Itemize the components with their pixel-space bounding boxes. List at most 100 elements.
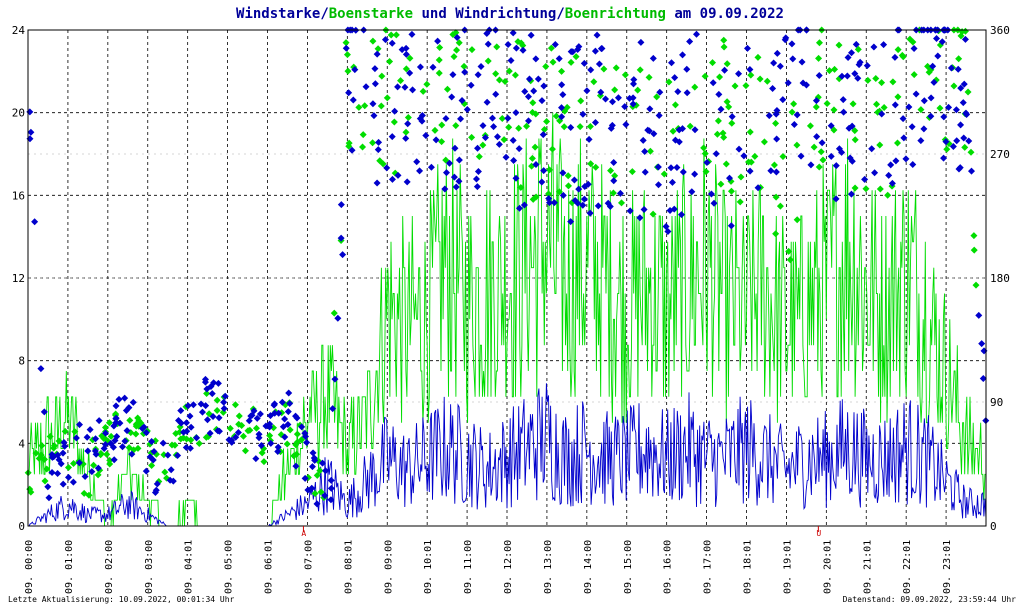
gust-direction-point (564, 172, 572, 180)
x-tick-label: 09. 19:01 (782, 540, 793, 594)
x-tick-label: 09. 07:00 (303, 540, 314, 594)
wind-direction-point (848, 122, 856, 130)
wind-direction-point (900, 134, 908, 142)
wind-direction-point (784, 79, 792, 87)
gust-direction-point (359, 131, 367, 139)
wind-direction-point (285, 389, 293, 397)
wind-direction-point (595, 60, 603, 68)
gust-direction-point (492, 70, 500, 78)
gust-direction-point (41, 455, 49, 463)
wind-direction-point (221, 392, 229, 400)
gust-direction-point (231, 401, 239, 409)
wind-direction-point (715, 90, 723, 98)
wind-direction-point (250, 407, 258, 415)
wind-direction-point (640, 206, 648, 214)
wind-direction-point (391, 107, 399, 115)
gust-direction-point (546, 166, 554, 174)
wind-direction-point (512, 44, 520, 52)
wind-direction-point (164, 451, 172, 459)
gust-direction-point (392, 31, 400, 39)
gust-direction-point (964, 88, 972, 96)
gust-direction-point (32, 449, 40, 457)
wind-direction-point (107, 440, 115, 448)
gust-direction-point (788, 108, 796, 116)
wind-direction-point (650, 130, 658, 138)
gust-direction-point (747, 71, 755, 79)
wind-direction-point (225, 436, 233, 444)
gust-direction-point (817, 148, 825, 156)
wind-direction-point (101, 440, 109, 448)
wind-direction-point (746, 65, 754, 73)
gust-direction-point (505, 67, 513, 75)
wind-direction-point (182, 419, 190, 427)
wind-direction-point (540, 82, 548, 90)
gust-direction-point (880, 104, 888, 112)
wind-direction-point (492, 90, 500, 98)
gust-direction-point (713, 130, 721, 138)
gust-direction-point (772, 230, 780, 238)
wind-direction-point (322, 467, 330, 475)
wind-direction-point (827, 152, 835, 160)
wind-direction-point (308, 484, 316, 492)
wind-direction-point (31, 218, 39, 226)
wind-direction-point (844, 53, 852, 61)
wind-direction-point (484, 40, 492, 48)
gust-direction-point (397, 77, 405, 85)
wind-direction-point (965, 137, 973, 145)
gust-direction-point (909, 38, 917, 46)
gust-direction-point (495, 76, 503, 84)
wind-direction-point (580, 59, 588, 67)
gust-direction-point (924, 62, 932, 70)
gust-direction-point (511, 71, 519, 79)
wind-direction-point (329, 405, 337, 413)
wind-direction-point (121, 437, 129, 445)
gust-direction-point (41, 477, 49, 485)
gust-direction-point (547, 44, 555, 52)
wind-direction-point (670, 205, 678, 213)
gust-direction-point (531, 143, 539, 151)
gust-direction-point (376, 157, 384, 165)
wind-direction-point (727, 222, 735, 230)
gust-direction-point (436, 44, 444, 52)
wind-direction-point (654, 163, 662, 171)
gust-direction-point (555, 188, 563, 196)
wind-direction-point (840, 108, 848, 116)
y2-tick-label: 90 (990, 396, 1003, 409)
gust-direction-point (106, 456, 114, 464)
wind-direction-point (591, 47, 599, 55)
gust-direction-point (342, 39, 350, 47)
wind-direction-point (621, 103, 629, 111)
wind-direction-point (848, 157, 856, 165)
wind-direction-point (838, 148, 846, 156)
wind-direction-point (128, 450, 136, 458)
wind-direction-point (451, 144, 459, 152)
wind-direction-point (102, 429, 110, 437)
wind-direction-point (707, 190, 715, 198)
gust-direction-point (714, 117, 722, 125)
wind-direction-point (266, 412, 274, 420)
gust-direction-point (772, 193, 780, 201)
wind-direction-point (59, 480, 67, 488)
gust-direction-point (851, 136, 859, 144)
wind-direction-point (905, 103, 913, 111)
wind-direction-point (442, 169, 450, 177)
gust-direction-point (344, 67, 352, 75)
gust-direction-point (383, 94, 391, 102)
wind-direction-point (504, 114, 512, 122)
footer-data-status: Datenstand: 09.09.2022, 23:59:44 Uhr (843, 595, 1017, 604)
wind-direction-point (938, 38, 946, 46)
wind-direction-point (870, 43, 878, 51)
gust-direction-point (851, 127, 859, 135)
wind-direction-point (183, 427, 191, 435)
wind-direction-point (668, 178, 676, 186)
wind-direction-point (793, 111, 801, 119)
wind-direction-point (186, 412, 194, 420)
wind-direction-point (208, 390, 216, 398)
wind-direction-point (220, 398, 228, 406)
y2-tick-label: 270 (990, 148, 1010, 161)
gust-direction-point (572, 53, 580, 61)
gust-direction-point (731, 82, 739, 90)
wind-direction-point (509, 29, 517, 37)
wind-direction-point (198, 408, 206, 416)
gust-direction-point (529, 99, 537, 107)
